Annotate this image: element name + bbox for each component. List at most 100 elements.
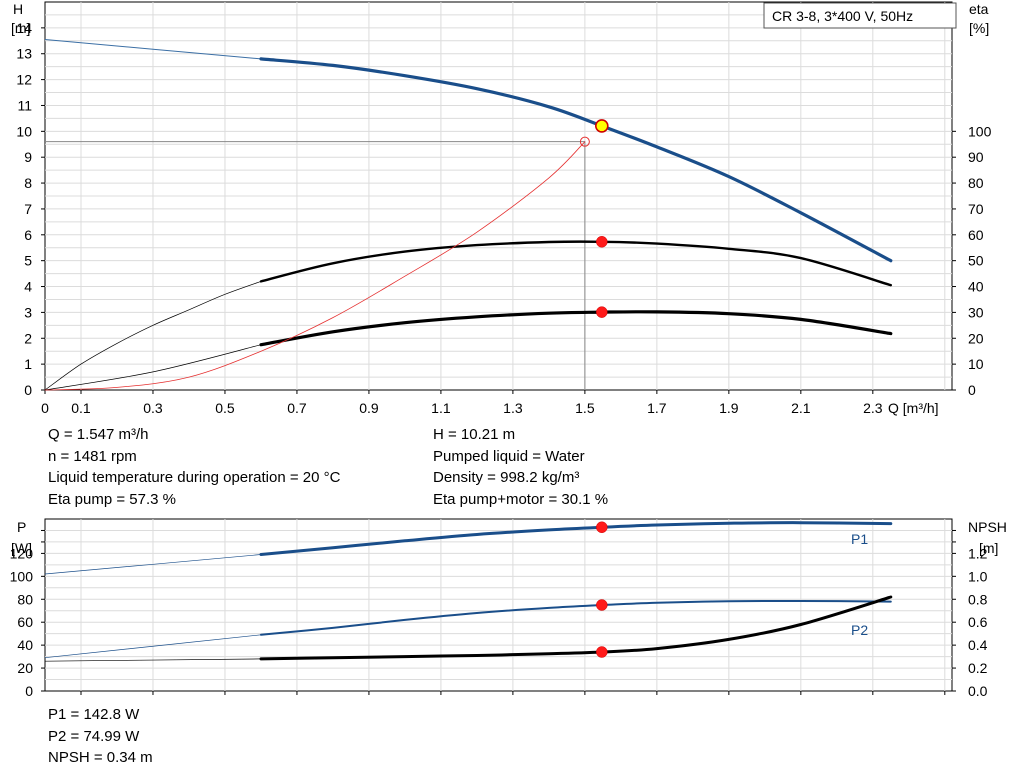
duty-point-marker — [596, 236, 608, 248]
x-axis-label-bg — [883, 396, 951, 416]
x-tick-label: 1.7 — [647, 400, 667, 416]
y-tick-label: 11 — [17, 97, 32, 113]
series-label-p1: P1 — [851, 531, 868, 547]
y-axis-label: H — [13, 1, 23, 17]
title-box: CR 3-8, 3*400 V, 50Hz — [763, 2, 957, 29]
y-tick-label: 0 — [24, 382, 32, 398]
eta-pump-readout: Eta pump = 57.3 % — [48, 490, 176, 508]
x-tick-label: 0.3 — [143, 400, 163, 416]
y2-tick-label: 0.0 — [968, 683, 988, 699]
y2-tick-label: 0 — [968, 382, 976, 398]
series-h-line — [259, 57, 893, 263]
series-label-p2: P2 — [851, 622, 868, 638]
pump-curve-chart: 0123456789101112131401020304050607080901… — [11, 1, 992, 416]
temperature-readout: Liquid temperature during operation = 20… — [48, 469, 341, 486]
series-npsh-extension — [44, 658, 262, 662]
plot-area — [44, 518, 953, 692]
series-p2-extension — [44, 634, 262, 659]
x-tick-label: 1.5 — [575, 400, 595, 416]
y2-tick-label: 80 — [968, 175, 984, 191]
x-tick-label: 0 — [41, 400, 49, 416]
y-axis-label: P — [17, 519, 26, 535]
y2-tick-label: 100 — [968, 123, 992, 139]
y2-tick-label: 0.4 — [968, 637, 988, 653]
readout-power: P1 = 142.8 W P2 = 74.99 W NPSH = 0.34 m — [48, 704, 153, 769]
series-p1-extension — [44, 554, 262, 575]
y2-axis-unit: [m] — [979, 540, 998, 556]
readout-right: H = 10.21 m Pumped liquid = Water Densit… — [433, 424, 608, 510]
series-h-extension — [44, 39, 262, 60]
p2-readout: P2 = 74.99 W — [48, 727, 140, 745]
x-tick-label: 1.9 — [719, 400, 739, 416]
y2-tick-label: 60 — [968, 227, 984, 243]
y2-tick-label: 50 — [968, 253, 984, 269]
x-tick-label: 2.3 — [863, 400, 883, 416]
y-tick-label: 8 — [24, 175, 32, 191]
x-tick-label: 0.9 — [359, 400, 379, 416]
x-tick-label: 2.1 — [791, 400, 811, 416]
y-axis-unit: [m] — [11, 20, 30, 36]
x-tick-label: 0.7 — [287, 400, 307, 416]
speed-readout: n = 1481 rpm — [48, 447, 137, 465]
y-tick-label: 0 — [25, 683, 33, 699]
y2-tick-label: 20 — [968, 330, 984, 346]
x-axis-label: Q [m³/h] — [888, 400, 939, 416]
flow-readout: Q = 1.547 m³/h — [48, 426, 149, 443]
y2-tick-label: 0.6 — [968, 614, 988, 630]
series-p2-line — [260, 599, 892, 636]
y-tick-label: 120 — [10, 545, 34, 561]
npsh-readout: NPSH = 0.34 m — [48, 749, 153, 766]
y-tick-label: 12 — [16, 72, 32, 88]
y-tick-label: 13 — [16, 46, 32, 62]
y2-tick-label: 0.8 — [968, 591, 988, 607]
duty-point-marker — [596, 306, 608, 318]
y-tick-label: 20 — [17, 660, 33, 676]
series-eta-pump-motor-extension — [44, 344, 262, 391]
duty-point-head-marker — [594, 119, 609, 133]
y-tick-label: 1 — [24, 356, 32, 372]
head-readout: H = 10.21 m — [433, 426, 516, 443]
y-tick-label: 7 — [24, 201, 32, 217]
y-tick-label: 3 — [24, 304, 32, 320]
y2-tick-label: 90 — [968, 149, 984, 165]
y-tick-label: 5 — [24, 253, 32, 269]
y-tick-label: 2 — [24, 330, 32, 346]
y2-tick-label: 40 — [968, 279, 984, 295]
y2-axis-label: NPSH — [968, 519, 1007, 535]
x-tick-label: 1.3 — [503, 400, 523, 416]
series-npsh-line — [259, 595, 893, 661]
y2-tick-label: 70 — [968, 201, 984, 217]
y-axis-unit: [W] — [11, 540, 32, 556]
liquid-readout: Pumped liquid = Water — [433, 447, 585, 465]
x-tick-label: 0.5 — [215, 400, 235, 416]
y-tick-label: 80 — [17, 591, 33, 607]
readout-left: Q = 1.547 m³/h n = 1481 rpm Liquid tempe… — [48, 424, 340, 510]
y-tick-label: 100 — [10, 568, 34, 584]
chart-title: CR 3-8, 3*400 V, 50Hz — [772, 8, 913, 24]
y2-axis-label: eta — [969, 1, 989, 17]
y2-tick-label: 30 — [968, 304, 984, 320]
y-tick-label: 60 — [17, 614, 33, 630]
y2-tick-label: 10 — [968, 356, 984, 372]
series-eta-pump-extension — [44, 281, 262, 391]
duty-point-marker — [596, 646, 608, 658]
y2-tick-label: 1.0 — [968, 568, 988, 584]
eta-total-readout: Eta pump+motor = 30.1 % — [433, 490, 609, 508]
x-tick-label: 0.1 — [71, 400, 91, 416]
y-tick-label: 40 — [17, 637, 33, 653]
series-eta-pump-line — [259, 240, 892, 287]
duty-point-marker — [596, 521, 608, 534]
power-npsh-chart: 0 20 40 60 80 100 120 0.0 0.2 0.4 0.6 0.8 1.0 1.2 P [W]… — [10, 518, 1007, 699]
x-tick-label: 1.1 — [431, 400, 451, 416]
y2-tick-label: 0.2 — [968, 660, 988, 676]
y2-tick-label: 1.2 — [968, 545, 988, 561]
series-p1-line — [259, 521, 893, 556]
density-readout: Density = 998.2 kg/m³ — [433, 469, 580, 486]
y-tick-label: 14 — [16, 20, 32, 36]
y2-axis-unit: [%] — [969, 20, 989, 36]
duty-point-marker — [596, 599, 608, 611]
y-tick-label: 4 — [24, 279, 32, 295]
reference-point-marker — [579, 136, 590, 147]
